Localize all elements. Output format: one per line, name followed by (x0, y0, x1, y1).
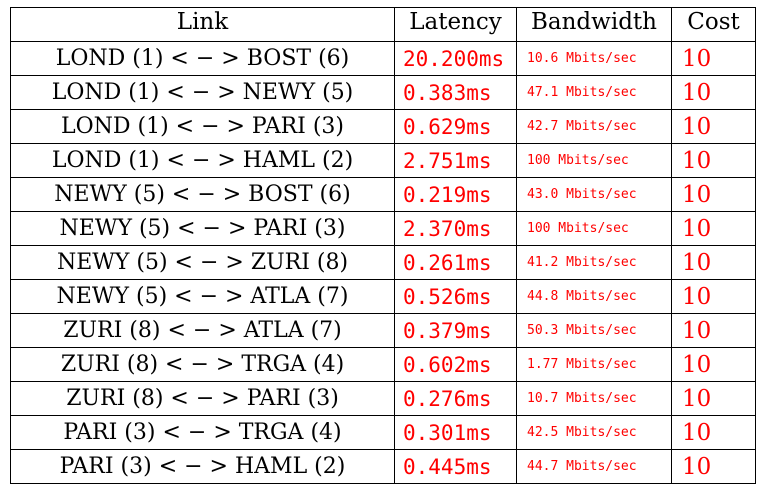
bandwidth-cell: 41.2 Mbits/sec (516, 245, 672, 280)
cost-cell: 10 (671, 415, 756, 450)
latency-cell: 2.751ms (394, 143, 517, 178)
table-row: NEWY (5) < − > ZURI (8) 0.261ms 41.2 Mbi… (10, 245, 756, 280)
link-cell: NEWY (5) < − > ATLA (7) (10, 279, 395, 314)
link-cell: LOND (1) < − > PARI (3) (10, 109, 395, 144)
cost-cell: 10 (671, 279, 756, 314)
link-cell: LOND (1) < − > HAML (2) (10, 143, 395, 178)
table-row: PARI (3) < − > TRGA (4) 0.301ms 42.5 Mbi… (10, 415, 756, 450)
header-bandwidth: Bandwidth (516, 7, 672, 42)
latency-cell: 0.219ms (394, 177, 517, 212)
latency-cell: 0.629ms (394, 109, 517, 144)
link-cell: LOND (1) < − > BOST (6) (10, 41, 395, 76)
latency-cell: 0.261ms (394, 245, 517, 280)
link-cell: PARI (3) < − > HAML (2) (10, 449, 395, 484)
header-cost: Cost (671, 7, 756, 42)
bandwidth-cell: 10.7 Mbits/sec (516, 381, 672, 416)
latency-cell: 0.383ms (394, 75, 517, 110)
table-row: PARI (3) < − > HAML (2) 0.445ms 44.7 Mbi… (10, 449, 756, 484)
link-metrics-table: Link Latency Bandwidth Cost LOND (1) < −… (10, 7, 756, 484)
latency-cell: 0.379ms (394, 313, 517, 348)
cost-cell: 10 (671, 75, 756, 110)
cost-cell: 10 (671, 41, 756, 76)
link-cell: PARI (3) < − > TRGA (4) (10, 415, 395, 450)
latency-cell: 0.602ms (394, 347, 517, 382)
bandwidth-cell: 44.7 Mbits/sec (516, 449, 672, 484)
latency-cell: 0.445ms (394, 449, 517, 484)
cost-cell: 10 (671, 313, 756, 348)
table-row: LOND (1) < − > NEWY (5) 0.383ms 47.1 Mbi… (10, 75, 756, 110)
link-cell: LOND (1) < − > NEWY (5) (10, 75, 395, 110)
latency-cell: 0.276ms (394, 381, 517, 416)
cost-cell: 10 (671, 347, 756, 382)
latency-cell: 20.200ms (394, 41, 517, 76)
table-row: ZURI (8) < − > TRGA (4) 0.602ms 1.77 Mbi… (10, 347, 756, 382)
bandwidth-cell: 42.7 Mbits/sec (516, 109, 672, 144)
cost-cell: 10 (671, 449, 756, 484)
table-header-row: Link Latency Bandwidth Cost (10, 7, 756, 42)
header-latency: Latency (394, 7, 517, 42)
bandwidth-cell: 100 Mbits/sec (516, 143, 672, 178)
link-cell: ZURI (8) < − > TRGA (4) (10, 347, 395, 382)
table-row: NEWY (5) < − > ATLA (7) 0.526ms 44.8 Mbi… (10, 279, 756, 314)
table-row: LOND (1) < − > PARI (3) 0.629ms 42.7 Mbi… (10, 109, 756, 144)
table-row: ZURI (8) < − > PARI (3) 0.276ms 10.7 Mbi… (10, 381, 756, 416)
table-row: NEWY (5) < − > BOST (6) 0.219ms 43.0 Mbi… (10, 177, 756, 212)
bandwidth-cell: 42.5 Mbits/sec (516, 415, 672, 450)
cost-cell: 10 (671, 143, 756, 178)
bandwidth-cell: 43.0 Mbits/sec (516, 177, 672, 212)
latency-cell: 0.301ms (394, 415, 517, 450)
bandwidth-cell: 50.3 Mbits/sec (516, 313, 672, 348)
table-row: NEWY (5) < − > PARI (3) 2.370ms 100 Mbit… (10, 211, 756, 246)
cost-cell: 10 (671, 381, 756, 416)
link-cell: ZURI (8) < − > PARI (3) (10, 381, 395, 416)
bandwidth-cell: 44.8 Mbits/sec (516, 279, 672, 314)
bandwidth-cell: 47.1 Mbits/sec (516, 75, 672, 110)
link-metrics-table-container: Link Latency Bandwidth Cost LOND (1) < −… (10, 7, 756, 484)
bandwidth-cell: 100 Mbits/sec (516, 211, 672, 246)
latency-cell: 2.370ms (394, 211, 517, 246)
bandwidth-cell: 1.77 Mbits/sec (516, 347, 672, 382)
cost-cell: 10 (671, 245, 756, 280)
link-cell: NEWY (5) < − > ZURI (8) (10, 245, 395, 280)
link-cell: NEWY (5) < − > BOST (6) (10, 177, 395, 212)
table-row: LOND (1) < − > BOST (6) 20.200ms 10.6 Mb… (10, 41, 756, 76)
cost-cell: 10 (671, 177, 756, 212)
table-row: LOND (1) < − > HAML (2) 2.751ms 100 Mbit… (10, 143, 756, 178)
cost-cell: 10 (671, 109, 756, 144)
header-link: Link (10, 7, 395, 42)
bandwidth-cell: 10.6 Mbits/sec (516, 41, 672, 76)
link-cell: ZURI (8) < − > ATLA (7) (10, 313, 395, 348)
latency-cell: 0.526ms (394, 279, 517, 314)
cost-cell: 10 (671, 211, 756, 246)
link-cell: NEWY (5) < − > PARI (3) (10, 211, 395, 246)
table-row: ZURI (8) < − > ATLA (7) 0.379ms 50.3 Mbi… (10, 313, 756, 348)
